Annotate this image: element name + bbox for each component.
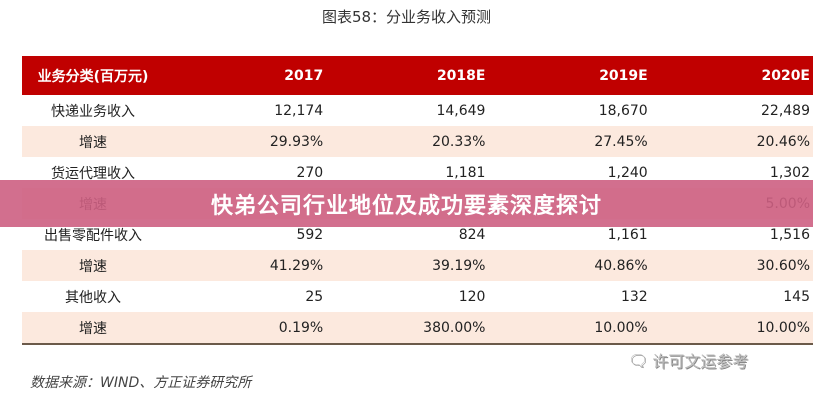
row-label: 增速: [22, 126, 164, 157]
cell-value: 10.00%: [650, 312, 813, 345]
cell-value: 25: [305, 288, 324, 305]
cell-value: 20.46%: [650, 126, 813, 157]
row-label: 出售零配件收入: [43, 227, 142, 244]
cell-value: 1,161: [607, 226, 648, 243]
header-2020e: 2020E: [650, 56, 813, 95]
header-category: 业务分类(百万元): [22, 56, 164, 95]
cell-value: 14,649: [436, 102, 486, 119]
source-note: 数据来源：WIND、方正证券研究所: [30, 375, 252, 391]
chart-title: 图表58：分业务收入预测: [321, 8, 492, 26]
watermark: 🗨 许可文运参考: [628, 348, 748, 372]
row-label: 增速: [22, 312, 164, 345]
cell-value: 592: [296, 226, 324, 243]
cell-value: 0.19%: [163, 312, 327, 345]
cell-value: 1,516: [769, 226, 810, 243]
wechat-icon: 🗨: [628, 350, 649, 370]
table-row: 货运代理收入 270 1,181 1,240 1,302: [22, 157, 813, 188]
cell-value: 40.86%: [488, 250, 651, 281]
row-label: 快递业务收入: [50, 103, 135, 120]
title-banner: 快弟公司行业地位及成功要素深度探讨: [0, 180, 813, 227]
table-row: 增速 29.93% 20.33% 27.45% 20.46%: [22, 126, 813, 157]
cell-value: 145: [783, 288, 810, 305]
cell-value: 18,670: [598, 102, 648, 119]
header-2018e: 2018E: [326, 56, 489, 95]
cell-value: 10.00%: [488, 312, 651, 345]
row-label: 增速: [22, 250, 164, 281]
table-row: 出售零配件收入 592 824 1,161 1,516: [22, 219, 813, 250]
table-row: 增速 0.19% 380.00% 10.00% 10.00%: [22, 312, 813, 345]
row-label: 其他收入: [64, 289, 121, 306]
cell-value: 22,489: [761, 102, 810, 119]
cell-value: 27.45%: [488, 126, 651, 157]
cell-value: 1,181: [445, 164, 486, 181]
row-label: 货运代理收入: [50, 165, 135, 182]
cell-value: 1,302: [769, 164, 810, 181]
cell-value: 380.00%: [326, 312, 489, 345]
table-row: 其他收入 25 120 132 145: [22, 281, 813, 312]
header-2017: 2017: [163, 56, 327, 95]
cell-value: 120: [458, 288, 486, 305]
cell-value: 12,174: [274, 102, 324, 119]
header-2019e: 2019E: [488, 56, 651, 95]
cell-value: 20.33%: [326, 126, 489, 157]
table-row: 快递业务收入 12,174 14,649 18,670 22,489: [22, 95, 813, 126]
watermark-text: 许可文运参考: [652, 352, 749, 371]
cell-value: 270: [296, 164, 324, 181]
cell-value: 824: [458, 226, 486, 243]
cell-value: 29.93%: [163, 126, 327, 157]
table-row: 增速 41.29% 39.19% 40.86% 30.60%: [22, 250, 813, 281]
cell-value: 39.19%: [326, 250, 489, 281]
table-header-row: 业务分类(百万元) 2017 2018E 2019E 2020E: [22, 56, 813, 95]
cell-value: 132: [620, 288, 648, 305]
cell-value: 30.60%: [650, 250, 813, 281]
cell-value: 1,240: [607, 164, 648, 181]
cell-value: 41.29%: [163, 250, 327, 281]
